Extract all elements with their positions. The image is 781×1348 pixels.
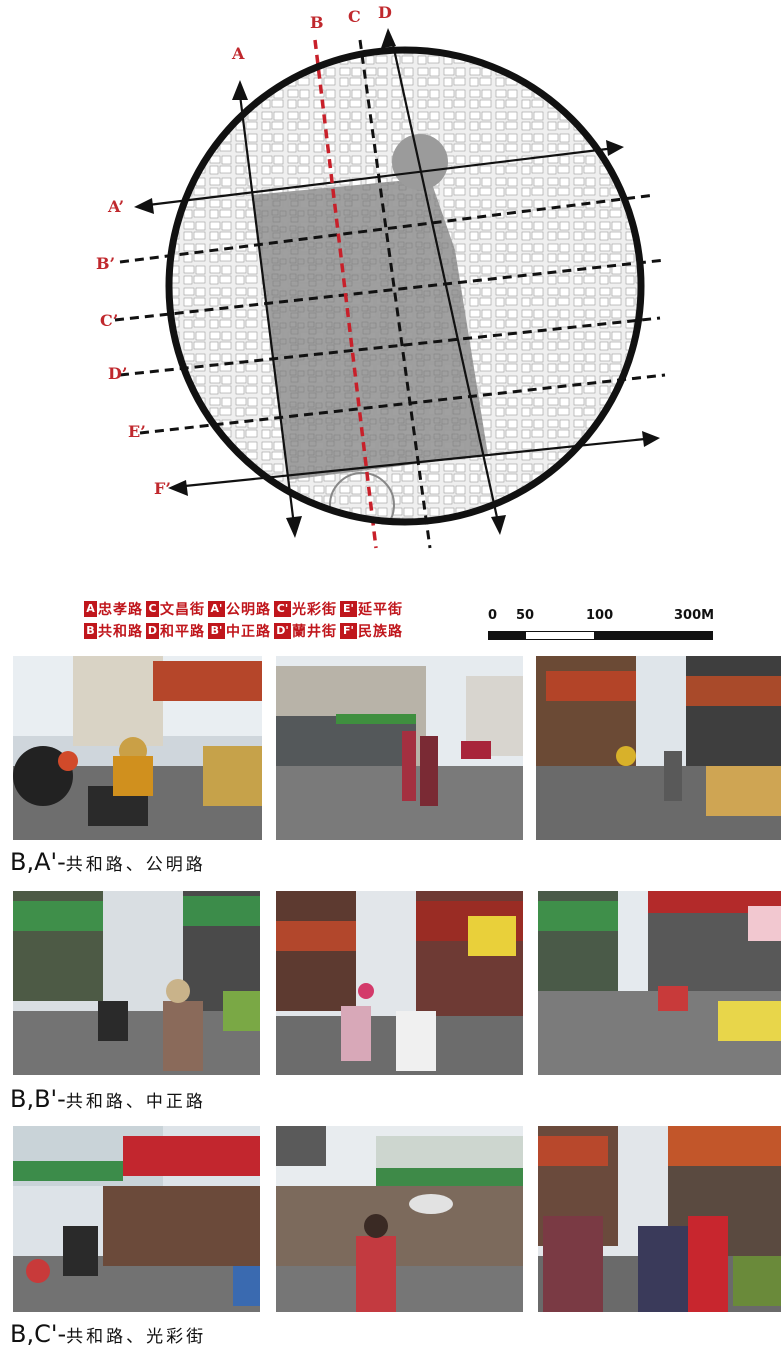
axis-label-b-prime: B’	[96, 254, 116, 273]
scale-segment	[488, 631, 525, 640]
legend-item: C' 光彩街	[274, 599, 337, 619]
street-legend: A 忠孝路 C 文昌街 A' 公明路 C' 光彩街 E' 延平街 B 共和路 D…	[84, 598, 484, 642]
photo-row-caption: B,C'-共和路、光彩街	[10, 1320, 206, 1348]
legend-key: C'	[274, 601, 291, 617]
street-photo	[13, 891, 260, 1075]
scale-label: 100	[586, 608, 614, 623]
caption-street-names: 共和路、光彩街	[66, 1327, 207, 1347]
legend-item: B 共和路	[84, 621, 143, 641]
photo-row-caption: B,A'-共和路、公明路	[10, 848, 206, 876]
legend-name: 文昌街	[160, 602, 205, 618]
legend-key: B	[84, 623, 97, 639]
legend-key: D	[146, 623, 159, 639]
legend-item: A 忠孝路	[84, 599, 143, 619]
legend-name: 中正路	[226, 624, 271, 640]
street-photo	[13, 1126, 260, 1312]
legend-key: B'	[208, 623, 225, 639]
legend-item: B' 中正路	[208, 621, 271, 641]
street-photo	[276, 891, 523, 1075]
street-photo	[13, 656, 262, 840]
axis-label-b: B	[310, 13, 324, 32]
legend-name: 蘭井街	[292, 624, 337, 640]
axis-label-f-prime: F’	[154, 479, 171, 498]
legend-name: 共和路	[98, 624, 143, 640]
street-photo	[276, 656, 523, 840]
dashed-roads	[114, 39, 666, 549]
legend-name: 光彩街	[292, 602, 337, 618]
legend-name: 和平路	[160, 624, 205, 640]
legend-row: B 共和路 D 和平路 B' 中正路 D' 蘭井街 F' 民族路	[84, 620, 484, 642]
legend-item: C 文昌街	[146, 599, 205, 619]
street-photo	[276, 1126, 523, 1312]
axis-label-e-prime: E’	[128, 422, 146, 441]
photo-row-caption: B,B'-共和路、中正路	[10, 1085, 206, 1113]
legend-item: F' 民族路	[340, 621, 403, 641]
caption-intersection-code: B,B'-	[10, 1085, 66, 1113]
scale-segment	[595, 631, 713, 640]
legend-key: F'	[340, 623, 357, 639]
legend-item: D' 蘭井街	[274, 621, 337, 641]
legend-key: A	[84, 601, 97, 617]
axis-label-d: D	[378, 3, 392, 22]
scale-label: 0	[488, 608, 498, 623]
axis-label-c-prime: C’	[100, 311, 119, 330]
axis-label-a-prime: A’	[108, 197, 125, 216]
legend-key: C	[146, 601, 159, 617]
legend-key: A'	[208, 601, 225, 617]
legend-name: 民族路	[358, 624, 403, 640]
road-b-red-dashed	[313, 39, 378, 549]
caption-intersection-code: B,C'-	[10, 1320, 67, 1348]
axis-label-a: A	[232, 44, 245, 63]
road-arrowheads	[134, 28, 660, 538]
scale-segment	[525, 631, 595, 640]
scale-label: 300M	[674, 608, 715, 623]
legend-item: E' 延平街	[340, 599, 403, 619]
legend-name: 公明路	[226, 602, 271, 618]
scale-bar: 0 50 100 300M	[488, 608, 715, 648]
legend-item: A' 公明路	[208, 599, 271, 619]
city-map-background	[169, 50, 641, 522]
caption-street-names: 共和路、公明路	[65, 855, 206, 875]
study-area-circle	[165, 46, 645, 526]
legend-item: D 和平路	[146, 621, 205, 641]
legend-name: 忠孝路	[98, 602, 143, 618]
market-district-area	[252, 178, 488, 480]
caption-street-names: 共和路、中正路	[65, 1092, 206, 1112]
scale-label: 50	[516, 608, 535, 623]
street-photo	[538, 1126, 781, 1312]
legend-row: A 忠孝路 C 文昌街 A' 公明路 C' 光彩街 E' 延平街	[84, 598, 484, 620]
legend-key: E'	[340, 601, 357, 617]
street-photo	[536, 656, 781, 840]
street-photo	[538, 891, 781, 1075]
intersection-map	[114, 28, 666, 549]
caption-intersection-code: B,A'-	[10, 848, 66, 876]
legend-key: D'	[274, 623, 291, 639]
axis-label-c: C	[348, 7, 361, 26]
axis-label-d-prime: D’	[108, 364, 128, 383]
legend-name: 延平街	[358, 602, 403, 618]
